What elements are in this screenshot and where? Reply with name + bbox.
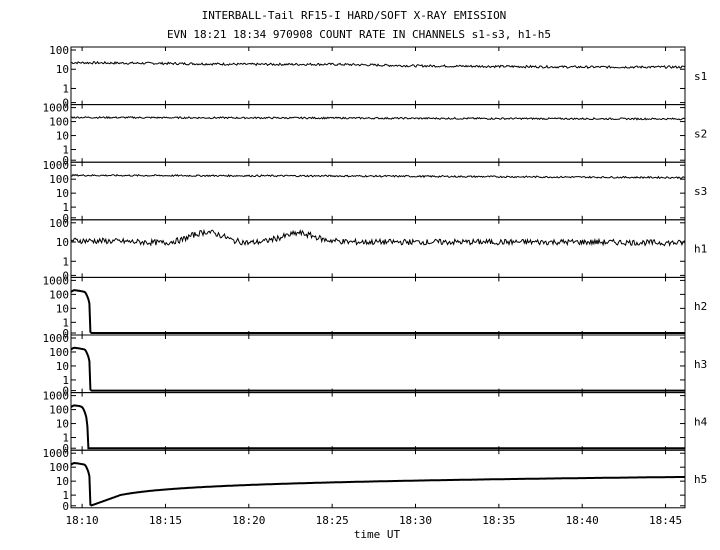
y-tick-label: 10 — [56, 475, 69, 488]
y-tick-label: 0 — [62, 442, 69, 455]
y-tick-label: 1 — [62, 432, 69, 445]
y-tick-label: 0 — [62, 154, 69, 167]
y-tick-label: 1 — [62, 201, 69, 214]
y-tick-label: 1000 — [43, 102, 70, 115]
y-tick-label: 100 — [49, 173, 69, 186]
series-line-h3 — [70, 346, 685, 392]
series-line-s2 — [70, 115, 686, 121]
y-tick-label: 1 — [62, 82, 69, 95]
panel-frame — [70, 276, 686, 336]
chart-title: INTERBALL-Tail RF15-I HARD/SOFT X-RAY EM… — [202, 9, 507, 22]
y-tick-label: 1 — [62, 144, 69, 157]
y-tick-label: 0 — [62, 327, 69, 340]
x-tick-label: 18:20 — [232, 514, 265, 527]
panel-frame — [70, 219, 686, 278]
chart-subtitle: EVN 18:21 18:34 970908 COUNT RATE IN CHA… — [167, 28, 551, 41]
series-line-h2 — [70, 289, 685, 334]
y-tick-label: 1000 — [43, 390, 70, 403]
series-line-h4 — [70, 404, 685, 450]
y-tick-label: 100 — [49, 461, 69, 474]
y-tick-label: 100 — [49, 404, 69, 417]
y-tick-label: 1000 — [43, 274, 70, 287]
series-label-h3: h3 — [694, 358, 707, 371]
x-tick-label: 18:15 — [149, 514, 182, 527]
y-tick-label: 100 — [49, 116, 69, 129]
panel-frame — [70, 161, 686, 221]
series-label-s1: s1 — [694, 70, 707, 83]
y-tick-label: 1000 — [43, 447, 70, 460]
series-line-h1 — [70, 228, 686, 247]
series-line-h5 — [70, 461, 686, 507]
y-tick-label: 1000 — [43, 332, 70, 345]
y-tick-label: 100 — [49, 288, 69, 301]
x-tick-label: 18:30 — [399, 514, 432, 527]
panel-frame — [70, 104, 686, 163]
x-tick-label: 18:35 — [482, 514, 515, 527]
y-tick-label: 0 — [62, 500, 69, 513]
panel-group: 1001010s110001001010s210001001010s310010… — [43, 44, 708, 527]
y-tick-label: 10 — [56, 418, 69, 431]
series-line-s1 — [70, 60, 686, 69]
series-label-h1: h1 — [694, 243, 707, 256]
y-tick-label: 1 — [62, 316, 69, 329]
panel-frame — [70, 392, 686, 451]
series-label-s3: s3 — [694, 185, 707, 198]
x-axis-label: time UT — [354, 528, 401, 541]
series-label-h4: h4 — [694, 415, 708, 428]
series-label-s2: s2 — [694, 127, 707, 140]
y-tick-label: 1 — [62, 374, 69, 387]
y-tick-label: 10 — [56, 302, 69, 315]
series-line-s3 — [70, 173, 686, 180]
y-tick-label: 100 — [49, 346, 69, 359]
y-tick-label: 100 — [49, 44, 69, 57]
panel-h1: 100 10 10 h1 — [49, 217, 707, 283]
y-tick-label: 1 — [62, 489, 69, 502]
y-tick-label: 1 — [62, 255, 69, 268]
x-tick-label: 18:45 — [649, 514, 682, 527]
series-label-h5: h5 — [694, 473, 707, 486]
y-tick-label: 10 — [56, 187, 69, 200]
series-label-h2: h2 — [694, 300, 707, 313]
panel-frame — [70, 449, 686, 509]
y-tick-label: 10 — [56, 360, 69, 373]
y-tick-label: 10 — [56, 236, 69, 249]
y-tick-label: 10 — [56, 130, 69, 143]
y-tick-label: 0 — [62, 385, 69, 398]
panel-frame — [70, 46, 686, 106]
panel-frame — [70, 334, 686, 394]
x-tick-label: 18:25 — [316, 514, 349, 527]
y-tick-label: 0 — [62, 269, 69, 282]
x-tick-label: 18:10 — [66, 514, 99, 527]
y-tick-label: 100 — [49, 217, 69, 230]
x-tick-label: 18:40 — [566, 514, 599, 527]
y-tick-label: 0 — [62, 212, 69, 225]
y-tick-label: 10 — [56, 63, 69, 76]
y-tick-label: 0 — [62, 97, 69, 110]
y-tick-label: 1000 — [43, 159, 70, 172]
